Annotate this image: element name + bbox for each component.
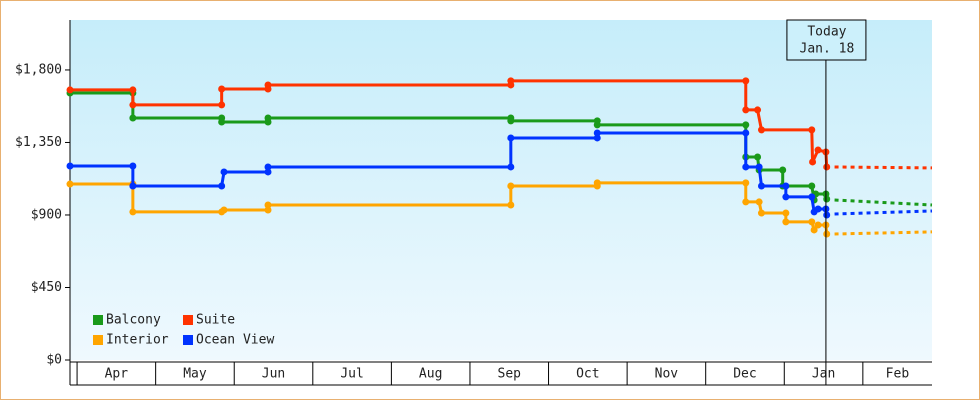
point bbox=[782, 193, 790, 201]
x-tick-label: Jun bbox=[262, 367, 285, 382]
today-label: Today bbox=[807, 25, 846, 40]
point bbox=[129, 114, 137, 122]
point bbox=[220, 206, 228, 214]
point bbox=[129, 182, 137, 190]
x-tick-label: Jan bbox=[812, 367, 835, 382]
point bbox=[755, 198, 763, 206]
x-tick-label: Nov bbox=[655, 367, 679, 382]
point bbox=[129, 101, 137, 109]
legend-label: Balcony bbox=[106, 313, 161, 328]
point bbox=[507, 182, 515, 190]
point bbox=[823, 230, 831, 238]
point bbox=[810, 226, 818, 234]
point bbox=[814, 221, 822, 229]
point bbox=[754, 153, 762, 161]
point bbox=[218, 85, 226, 93]
point bbox=[129, 208, 137, 216]
legend-label: Interior bbox=[106, 333, 169, 348]
point bbox=[264, 163, 272, 171]
legend-swatch bbox=[93, 335, 103, 345]
projection-line bbox=[834, 230, 933, 236]
series-line bbox=[70, 131, 829, 216]
x-tick-label: Sep bbox=[498, 367, 522, 382]
point bbox=[757, 182, 765, 190]
point bbox=[593, 121, 601, 129]
point bbox=[507, 134, 515, 142]
projection-line bbox=[834, 209, 933, 216]
point bbox=[507, 117, 515, 125]
point bbox=[808, 193, 816, 201]
point bbox=[742, 77, 750, 85]
point bbox=[823, 195, 831, 203]
point bbox=[742, 163, 750, 171]
point bbox=[823, 163, 831, 171]
point bbox=[779, 166, 787, 174]
point bbox=[757, 126, 765, 134]
x-tick-label: Oct bbox=[576, 367, 599, 382]
point bbox=[782, 218, 790, 226]
point bbox=[808, 126, 816, 134]
point bbox=[264, 201, 272, 209]
point bbox=[757, 209, 765, 217]
y-tick-label: $1,350 bbox=[15, 135, 62, 150]
point bbox=[808, 182, 816, 190]
point bbox=[593, 134, 601, 142]
point bbox=[507, 77, 515, 85]
x-tick-label: Jul bbox=[340, 367, 363, 382]
x-tick-label: Feb bbox=[886, 367, 910, 382]
point bbox=[66, 162, 74, 170]
point bbox=[507, 201, 515, 209]
point bbox=[218, 118, 226, 126]
legend-swatch bbox=[183, 315, 193, 325]
point bbox=[742, 179, 750, 187]
point bbox=[264, 81, 272, 89]
x-tick-label: Aug bbox=[419, 367, 442, 382]
point bbox=[507, 163, 515, 171]
point bbox=[754, 106, 762, 114]
point bbox=[593, 179, 601, 187]
point bbox=[823, 211, 831, 219]
point bbox=[129, 86, 137, 94]
point bbox=[264, 114, 272, 122]
y-tick-label: $0 bbox=[46, 353, 62, 368]
projection-line bbox=[834, 198, 933, 207]
point bbox=[809, 158, 817, 166]
point bbox=[742, 129, 750, 137]
point bbox=[129, 162, 137, 170]
point bbox=[782, 182, 790, 190]
point bbox=[264, 168, 272, 176]
today-label: Jan. 18 bbox=[800, 42, 855, 57]
x-tick-label: Apr bbox=[105, 367, 129, 382]
y-tick-label: $1,800 bbox=[15, 62, 62, 77]
point bbox=[742, 121, 750, 129]
today-box bbox=[786, 19, 867, 61]
y-tick-label: $450 bbox=[31, 280, 62, 295]
point bbox=[66, 86, 74, 94]
legend-swatch bbox=[183, 335, 193, 345]
point bbox=[218, 182, 226, 190]
point bbox=[593, 129, 601, 137]
y-tick-label: $900 bbox=[31, 207, 62, 222]
point bbox=[264, 206, 272, 214]
point bbox=[742, 106, 750, 114]
projection-line bbox=[834, 165, 933, 170]
point bbox=[782, 209, 790, 217]
x-tick-label: May bbox=[183, 367, 207, 382]
plot-area bbox=[70, 20, 932, 360]
point bbox=[808, 218, 816, 226]
point bbox=[814, 146, 822, 154]
x-tick-label: Dec bbox=[733, 367, 756, 382]
point bbox=[220, 168, 228, 176]
legend-swatch bbox=[93, 315, 103, 325]
point bbox=[742, 198, 750, 206]
legend-label: Suite bbox=[196, 313, 235, 328]
point bbox=[218, 101, 226, 109]
point bbox=[66, 180, 74, 188]
point bbox=[814, 205, 822, 213]
legend-label: Ocean View bbox=[196, 333, 274, 348]
point bbox=[755, 163, 763, 171]
